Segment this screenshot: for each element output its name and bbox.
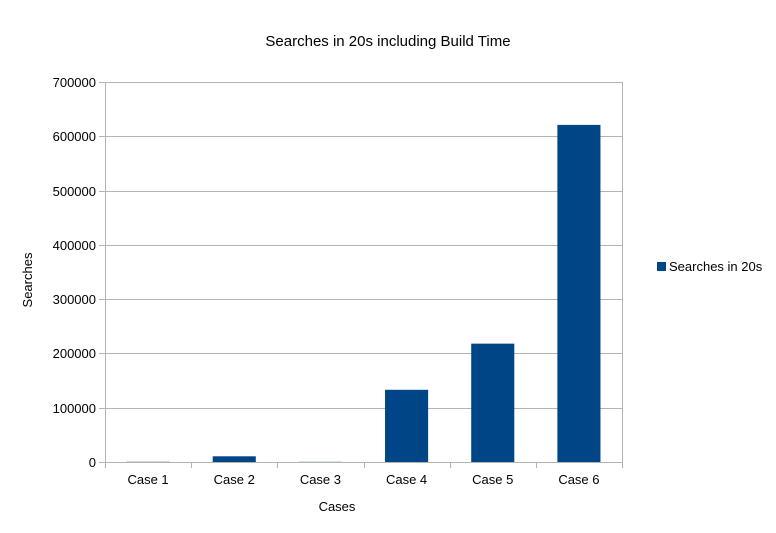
- y-tick-label-2: 200000: [53, 346, 96, 361]
- y-tick-label-1: 100000: [53, 401, 96, 416]
- y-tick-label-3: 300000: [53, 292, 96, 307]
- x-tick-label-6: Case 6: [558, 472, 599, 487]
- bars: [126, 124, 601, 462]
- legend: Searches in 20s: [657, 259, 763, 274]
- y-tick-label-0: 0: [89, 455, 96, 470]
- x-tick-label-1: Case 1: [127, 472, 168, 487]
- bar-2: [212, 456, 256, 462]
- x-axis-ticks: Case 1 Case 2 Case 3 Case 4 Case 5 Case 6: [127, 472, 599, 487]
- y-tick-label-7: 700000: [53, 75, 96, 90]
- x-tick-label-4: Case 4: [386, 472, 427, 487]
- bar-5: [471, 343, 515, 462]
- y-axis-ticks: 0 100000 200000 300000 400000 500000 600000 700…: [53, 75, 96, 470]
- y-tick-label-5: 500000: [53, 184, 96, 199]
- x-tick-label-3: Case 3: [300, 472, 341, 487]
- y-axis-label: Searches: [20, 252, 35, 307]
- legend-swatch: [657, 262, 666, 271]
- x-tick-label-5: Case 5: [472, 472, 513, 487]
- bar-6: [557, 124, 601, 462]
- gridlines: [99, 82, 623, 468]
- y-tick-label-4: 400000: [53, 238, 96, 253]
- bar-4: [385, 389, 429, 462]
- legend-label: Searches in 20s: [669, 259, 763, 274]
- y-tick-label-6: 600000: [53, 129, 96, 144]
- chart-title: Searches in 20s including Build Time: [265, 33, 510, 50]
- x-tick-label-2: Case 2: [214, 472, 255, 487]
- x-axis-label: Cases: [319, 499, 356, 514]
